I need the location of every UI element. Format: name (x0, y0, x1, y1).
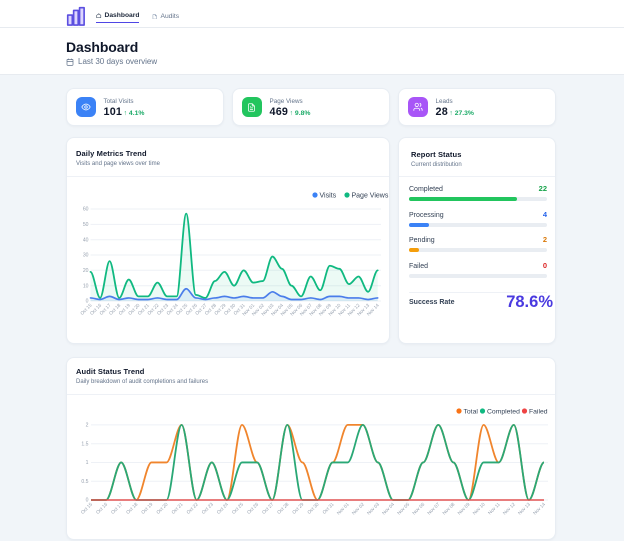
svg-text:Nov 14: Nov 14 (532, 501, 546, 515)
svg-text:Nov 10: Nov 10 (472, 501, 486, 515)
svg-text:Total: Total (464, 408, 479, 415)
svg-text:Oct 21: Oct 21 (171, 501, 185, 515)
svg-text:Oct 18: Oct 18 (125, 501, 139, 515)
svg-text:Oct 24: Oct 24 (216, 501, 230, 515)
svg-text:Nov 08: Nov 08 (442, 501, 456, 515)
svg-text:Nov 12: Nov 12 (502, 501, 516, 515)
svg-text:Oct 17: Oct 17 (110, 501, 124, 515)
svg-text:30: 30 (83, 253, 89, 259)
svg-text:Nov 11: Nov 11 (487, 501, 501, 515)
svg-text:Failed: Failed (529, 408, 548, 415)
svg-text:Visits: Visits (320, 192, 337, 199)
svg-text:Nov 05: Nov 05 (396, 501, 410, 515)
svg-text:Oct 19: Oct 19 (140, 501, 154, 515)
svg-text:Nov 09: Nov 09 (457, 501, 471, 515)
svg-text:Oct 22: Oct 22 (186, 501, 200, 515)
svg-text:Nov 07: Nov 07 (426, 501, 440, 515)
svg-text:Page Views: Page Views (352, 192, 389, 199)
svg-text:1.5: 1.5 (81, 441, 88, 447)
svg-text:Nov 03: Nov 03 (366, 501, 380, 515)
svg-text:40: 40 (83, 237, 89, 243)
svg-text:Oct 27: Oct 27 (261, 501, 275, 515)
svg-text:Oct 23: Oct 23 (201, 501, 215, 515)
svg-text:Oct 30: Oct 30 (306, 501, 320, 515)
svg-text:Oct 29: Oct 29 (291, 501, 305, 515)
svg-text:0: 0 (86, 498, 89, 504)
svg-text:Nov 04: Nov 04 (381, 501, 395, 515)
svg-text:60: 60 (83, 207, 89, 213)
svg-text:Nov 01: Nov 01 (336, 501, 350, 515)
svg-text:2: 2 (86, 423, 89, 429)
svg-text:Oct 25: Oct 25 (231, 501, 245, 515)
svg-text:50: 50 (83, 222, 89, 228)
svg-text:Nov 13: Nov 13 (517, 501, 531, 515)
svg-text:Oct 15: Oct 15 (80, 501, 94, 515)
svg-text:0: 0 (86, 299, 89, 305)
svg-text:Oct 28: Oct 28 (276, 501, 290, 515)
svg-text:Oct 31: Oct 31 (322, 501, 336, 515)
svg-text:Nov 06: Nov 06 (411, 501, 425, 515)
svg-text:20: 20 (83, 268, 89, 274)
svg-text:Nov 02: Nov 02 (351, 501, 365, 515)
svg-text:Oct 16: Oct 16 (95, 501, 109, 515)
svg-text:10: 10 (83, 283, 89, 289)
svg-text:Oct 20: Oct 20 (155, 501, 169, 515)
svg-text:Oct 26: Oct 26 (246, 501, 260, 515)
svg-text:Completed: Completed (487, 408, 520, 415)
svg-text:0.5: 0.5 (81, 479, 88, 485)
svg-text:1: 1 (86, 460, 89, 466)
